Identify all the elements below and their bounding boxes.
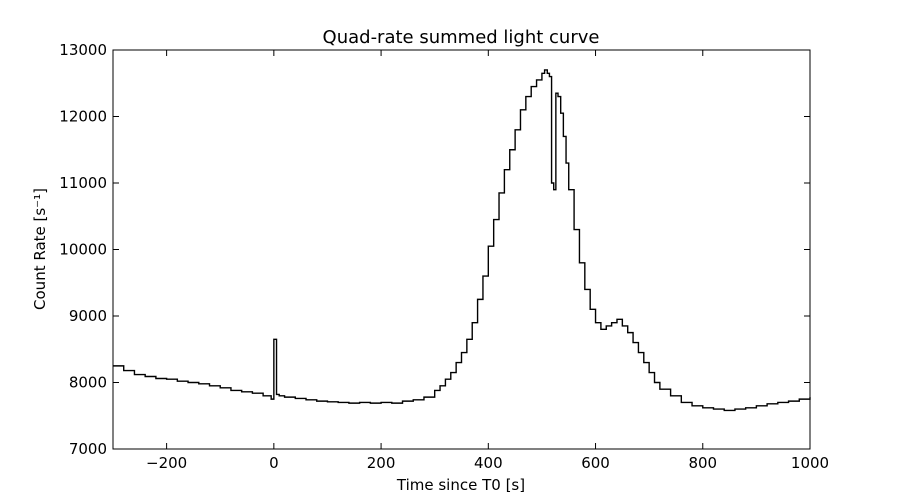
y-tick-label: 10000 [59, 241, 107, 259]
light-curve-series-line [113, 69, 811, 412]
plot-frame [112, 49, 811, 450]
tick-labels: −200 0 200 400 600 800 1000 7000 8000 9000 10000 11… [59, 41, 829, 472]
x-tick-label: 600 [581, 454, 610, 472]
y-tick-label: 13000 [59, 41, 107, 59]
y-tick-label: 8000 [69, 374, 107, 392]
y-tick-label: 12000 [59, 108, 107, 126]
axis-ticks [113, 49, 811, 450]
x-tick-label: 800 [688, 454, 717, 472]
x-tick-label: 400 [474, 454, 503, 472]
plot-lines [113, 69, 811, 412]
x-tick-label: 200 [367, 454, 396, 472]
x-tick-label: −200 [146, 454, 187, 472]
y-tick-label: 7000 [69, 440, 107, 458]
x-tick-label: 0 [269, 454, 279, 472]
x-axis-label: Time since T0 [s] [396, 476, 525, 494]
chart-title: Quad-rate summed light curve [323, 27, 600, 48]
y-tick-label: 9000 [69, 307, 107, 325]
y-tick-label: 11000 [59, 174, 107, 192]
x-tick-label: 1000 [791, 454, 829, 472]
y-axis-label: Count Rate [s⁻¹] [31, 188, 49, 310]
